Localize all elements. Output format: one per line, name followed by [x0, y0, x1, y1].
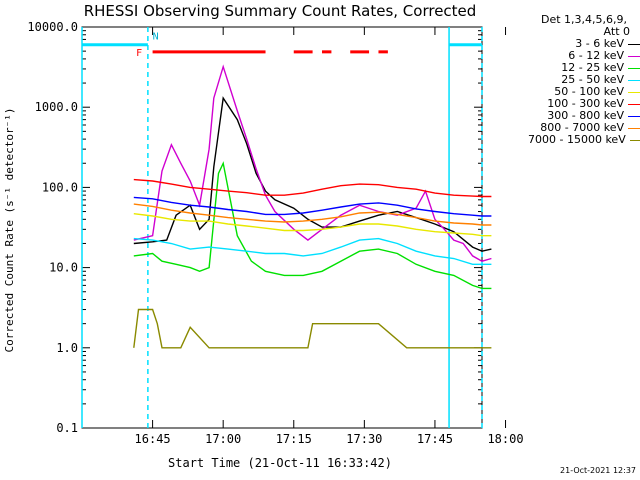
legend-swatch — [628, 68, 640, 69]
x-tick-label: 17:15 — [276, 432, 312, 446]
flag-N-label: N — [153, 31, 159, 42]
x-tick-label: 17:45 — [417, 432, 453, 446]
plot-frame — [82, 27, 482, 428]
x-tick-label: 17:30 — [346, 432, 382, 446]
legend-swatch — [628, 128, 640, 129]
y-tick-label: 1000.0 — [35, 100, 78, 114]
legend-item: 7000 - 15000 keV — [528, 134, 640, 146]
y-axis-label: Corrected Count Rate (s⁻¹ detector⁻¹) — [3, 107, 16, 352]
legend-swatch — [628, 44, 640, 45]
legend-swatch — [628, 56, 640, 57]
series-line — [134, 310, 492, 348]
legend-swatch — [630, 140, 640, 141]
chart-title: RHESSI Observing Summary Count Rates, Co… — [84, 2, 477, 20]
x-tick-label: 16:45 — [135, 432, 171, 446]
legend-swatch — [628, 80, 640, 81]
x-tick-label: 17:00 — [205, 432, 241, 446]
y-tick-label: 10.0 — [49, 261, 78, 275]
x-tick-label: 18:00 — [487, 432, 523, 446]
x-axis-label: Start Time (21-Oct-11 16:33:42) — [168, 456, 392, 470]
y-tick-label: 100.0 — [42, 180, 78, 194]
legend-swatch — [628, 104, 640, 105]
y-tick-label: 1.0 — [56, 341, 78, 355]
y-tick-label: 10000.0 — [27, 20, 78, 34]
legend-swatch — [628, 116, 640, 117]
generation-timestamp: 21-Oct-2021 12:37 — [560, 466, 636, 475]
y-tick-label: 0.1 — [56, 421, 78, 435]
legend: Det 1,3,4,5,6,9, Att 0 3 - 6 keV 6 - 12 k… — [528, 14, 640, 146]
series-line — [134, 180, 492, 197]
series-line — [134, 239, 492, 265]
legend-swatch — [628, 92, 640, 93]
flag-F-label: F — [136, 48, 142, 59]
legend-item-label: 7000 - 15000 keV — [528, 134, 626, 146]
